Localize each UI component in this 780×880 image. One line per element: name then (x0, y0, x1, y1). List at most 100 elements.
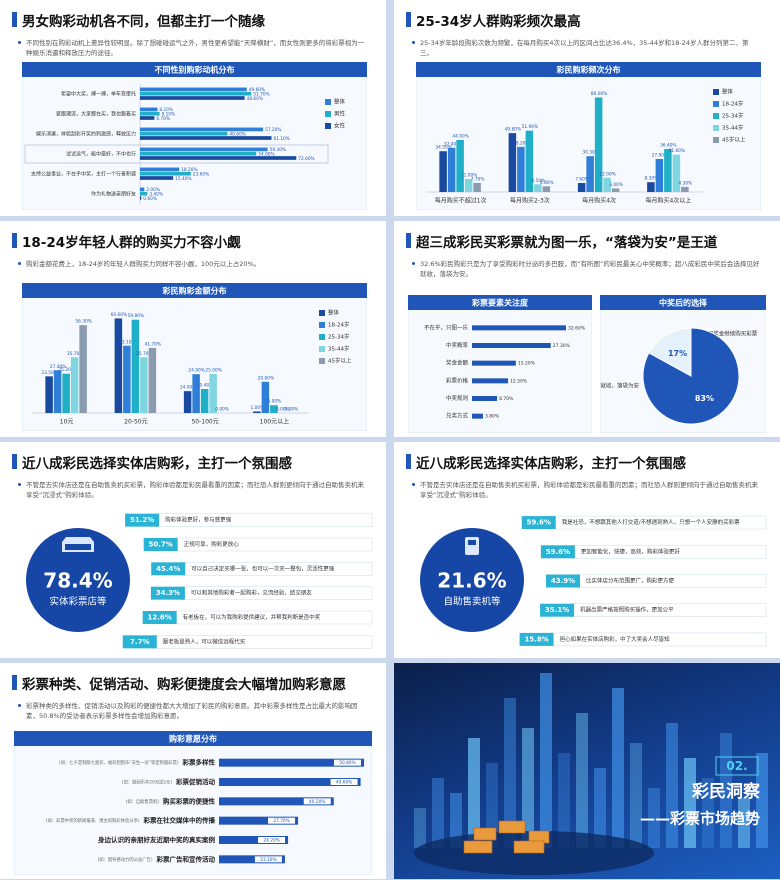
bullet (412, 41, 415, 44)
item-text: 更加智能化，快捷，高效，购彩体验更好 (581, 547, 681, 555)
value-label: 0.00% (215, 407, 229, 413)
bar (140, 151, 257, 156)
item-text: 购彩体验更好，参与感更强 (165, 516, 232, 524)
building (612, 688, 624, 848)
slide-title: 近八成彩民选择实体店购彩，主打一个氛围感 (416, 456, 686, 472)
bar (464, 179, 473, 192)
value-label: 6.50% (532, 178, 546, 184)
item-percent: 12.6% (148, 614, 172, 622)
bar (140, 147, 268, 152)
bar (517, 146, 525, 192)
bar (472, 325, 566, 331)
value-label: 1.00% (251, 405, 265, 411)
category-label: 紧跟潮流，大家都在买，我也跟着买 (56, 111, 136, 118)
slide-title: 超三成彩民买彩票就为图一乐，“落袋为安”是王道 (416, 235, 718, 251)
title-accent (406, 454, 411, 469)
value-label: 80.00% (591, 91, 607, 97)
value-label: 31.60% (669, 148, 685, 154)
building (720, 733, 732, 848)
bar (140, 167, 180, 172)
category-label: 希望中大奖，搏一搏，单车变摩托 (61, 91, 136, 98)
bar (62, 373, 70, 413)
legend-swatch (325, 111, 331, 117)
bar (140, 87, 247, 92)
bar (472, 396, 498, 401)
title-accent (12, 675, 17, 690)
category-label: 10元 (60, 419, 74, 426)
item-percent: 7.7% (130, 638, 149, 646)
item-percent: 43.9% (551, 577, 575, 585)
chart-header (22, 283, 367, 298)
slide-title: 18-24岁年轻人群的购买力不容小觑 (22, 235, 241, 251)
slice-label: 用奖金继续购买彩票 (708, 330, 758, 338)
highlight-box (24, 144, 329, 164)
value-label: 41.70% (145, 341, 161, 347)
value-label: 27.90% (652, 153, 668, 159)
bar (183, 391, 192, 413)
category-label: 50-100元 (191, 419, 218, 426)
value-label: 8.30% (645, 176, 659, 182)
bar (456, 140, 464, 192)
bar (603, 177, 611, 192)
value-label: 23.10% (260, 857, 276, 863)
category-label: 彩票多样性 (182, 758, 216, 767)
legend-label: 整体 (722, 88, 734, 96)
slide-description: 32.6%彩民购彩只是为了享受购彩时分泌的多巴胺，而“有所图”的彩民最关心中奖概… (420, 260, 760, 279)
highlight-label: 自助售卖机等 (443, 596, 501, 608)
value-label: 72.60% (298, 156, 314, 162)
legend-label: 整体 (334, 98, 346, 106)
bar (219, 758, 364, 767)
value-label: 18.20% (181, 167, 197, 173)
legend-swatch (319, 322, 325, 328)
bar (270, 405, 278, 413)
value-label: 40.20% (309, 799, 325, 805)
item-percent: 35.1% (545, 606, 569, 614)
block (473, 827, 497, 841)
value-badge (303, 798, 331, 805)
value-label: 14.00% (180, 385, 196, 391)
slide: 18-24岁年轻人群的购买力不容小觑 购彩金额花费上，18-24岁的年轻人群购买力… (0, 221, 386, 437)
value-label: 49.60% (249, 87, 265, 93)
icon (62, 537, 94, 552)
legend-label: 45岁以上 (722, 136, 746, 144)
pie-slice (642, 327, 740, 425)
category-label: 每月购买2-3次 (510, 197, 550, 205)
bar (611, 188, 620, 192)
bar (534, 184, 542, 192)
value-label: 24.20% (263, 838, 279, 844)
title-accent (406, 12, 411, 27)
value-label: 51.70% (253, 92, 269, 98)
category-label: 20-50元 (124, 419, 147, 426)
legend-label: 35-44岁 (328, 345, 349, 353)
category-label: 彩票在社交媒体中的传播 (143, 816, 216, 825)
slice-label: 见好就收，落袋为安 (600, 382, 639, 390)
legend-swatch (319, 358, 325, 364)
value-label: 24.90% (188, 368, 204, 374)
item-text: 我是社恐，不想跟其他人打交道/不想遇到熟人，只想一个人安静的买彩票 (562, 518, 740, 526)
value-label: 35.70% (67, 351, 83, 357)
bullet (18, 483, 21, 486)
building (468, 738, 480, 848)
bar (672, 154, 681, 192)
chart-header (22, 62, 367, 77)
item-badge (540, 545, 575, 559)
category-note: (如：刮刮乐中20元送2元) (122, 779, 173, 786)
building (684, 758, 696, 848)
item-badge (143, 538, 178, 551)
bar (472, 343, 551, 348)
legend-label: 整体 (328, 309, 340, 317)
slide: 超三成彩民买彩票就为图一乐，“落袋为安”是王道 32.6%彩民购彩只是为了享受购彩… (394, 221, 780, 437)
cover-slide: 02. 彩民洞察 ——彩票市场趋势 (394, 663, 780, 879)
category-label: 彩票广告和宣传活动 (156, 854, 216, 863)
icon (468, 540, 476, 545)
value-label: 49.80% (505, 127, 521, 133)
bar (219, 778, 361, 786)
value-label: 8.10% (159, 107, 173, 113)
value-label: 60.60% (111, 312, 127, 318)
bar (219, 797, 334, 806)
chart-header (600, 295, 766, 310)
legend-swatch (713, 113, 719, 119)
building (702, 778, 714, 848)
chart: 中奖后的选择 17% 用奖金继续购买彩票 83% 见好就收，落袋为安 (600, 295, 766, 433)
